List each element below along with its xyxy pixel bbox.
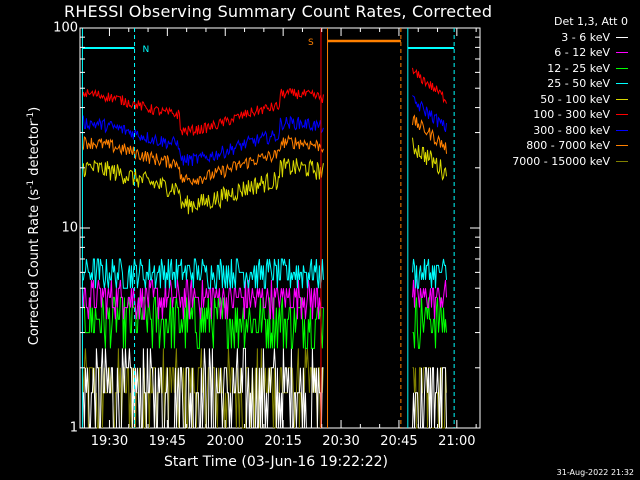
legend-swatch (616, 129, 628, 131)
series-line-6 (81, 95, 447, 166)
series-line-3 (82, 258, 447, 289)
night-label: N (143, 45, 150, 55)
series-line-7 (81, 114, 447, 186)
legend-label: 7000 - 15000 keV (512, 154, 610, 168)
legend: Det 1,3, Att 0 3 - 6 keV 6 - 12 keV 12 - 2… (480, 14, 628, 169)
x-tick-label: 20:30 (322, 434, 360, 449)
series-line-0 (82, 347, 447, 429)
legend-swatch (616, 160, 628, 162)
legend-swatch (616, 67, 628, 69)
legend-entry: 3 - 6 keV (480, 30, 628, 46)
series-line-4 (81, 137, 447, 215)
legend-label: 12 - 25 keV (547, 61, 610, 75)
legend-swatch (616, 36, 628, 38)
legend-label: 25 - 50 keV (547, 77, 610, 91)
x-tick-label: 20:45 (380, 434, 418, 449)
legend-title: Det 1,3, Att 0 (554, 15, 628, 29)
x-tick-label: 20:15 (264, 434, 302, 449)
series-line-1 (81, 279, 447, 320)
y-tick-label: 1 (69, 420, 78, 436)
legend-label: 50 - 100 keV (540, 92, 610, 106)
y-tick-label: 100 (53, 20, 78, 36)
timestamp: 31-Aug-2022 21:32 (556, 468, 634, 477)
y-axis-label: Corrected Count Rate (s-1 detector-1) (25, 106, 43, 346)
x-axis-label: Start Time (03-Jun-16 19:22:22) (164, 454, 388, 470)
legend-swatch (616, 52, 628, 54)
y-tick-label: 10 (61, 220, 78, 236)
x-tick-label: 20:00 (206, 434, 244, 449)
series-line-2 (82, 296, 447, 349)
legend-swatch (616, 98, 628, 100)
x-tick-label: 19:45 (148, 434, 187, 449)
legend-entry: 25 - 50 keV (480, 76, 628, 92)
x-tick-label: 19:30 (90, 434, 129, 449)
series-line-5 (81, 67, 447, 137)
legend-label: 300 - 800 keV (533, 123, 610, 137)
legend-swatch (616, 114, 628, 116)
legend-swatch (616, 145, 628, 147)
legend-entry: 300 - 800 keV (480, 123, 628, 139)
legend-swatch (616, 83, 628, 85)
legend-entry: 800 - 7000 keV (480, 138, 628, 154)
legend-label: 800 - 7000 keV (526, 139, 610, 153)
legend-label: 3 - 6 keV (561, 30, 610, 44)
legend-entry: 100 - 300 keV (480, 107, 628, 123)
legend-label: 6 - 12 keV (554, 46, 610, 60)
legend-entry: 50 - 100 keV (480, 92, 628, 108)
x-tick-label: 21:00 (438, 434, 476, 449)
legend-entry: 12 - 25 keV (480, 61, 628, 77)
saa-label: S (308, 38, 314, 48)
legend-entry: 6 - 12 keV (480, 45, 628, 61)
legend-label: 100 - 300 keV (533, 108, 610, 122)
legend-entry: 7000 - 15000 keV (480, 154, 628, 170)
chart-title: RHESSI Observing Summary Count Rates, Co… (64, 2, 493, 21)
